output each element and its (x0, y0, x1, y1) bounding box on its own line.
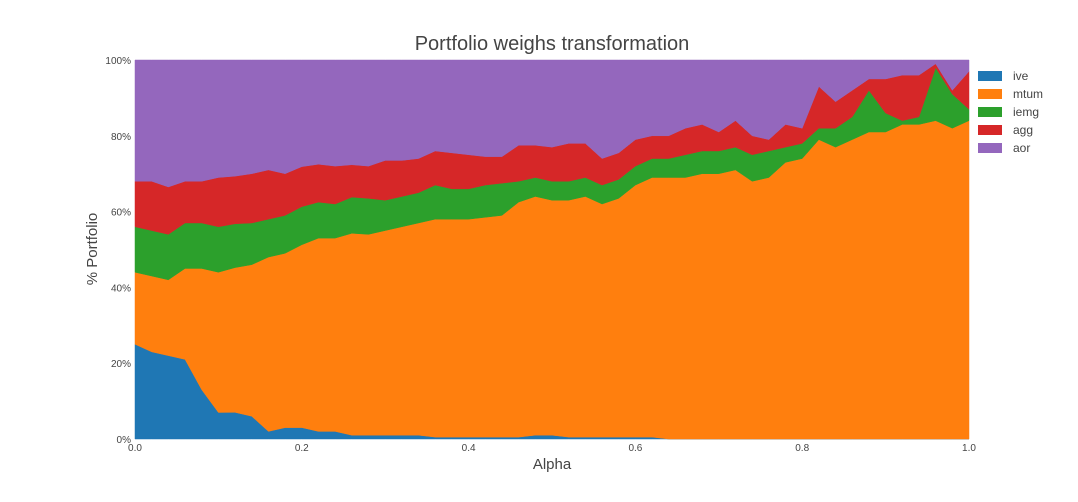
x-tick-label: 0.4 (462, 443, 476, 454)
x-tick-label: 1.0 (962, 443, 976, 454)
legend-swatch-agg[interactable] (978, 125, 1002, 135)
y-tick-label: 20% (111, 359, 131, 370)
legend-swatch-iemg[interactable] (978, 107, 1002, 117)
y-tick-label: 0% (117, 435, 132, 446)
x-tick-label: 0.0 (128, 443, 142, 454)
area-series-aor (134, 59, 970, 188)
legend-label-mtum[interactable]: mtum (1013, 87, 1043, 101)
y-tick-label: 80% (111, 132, 131, 143)
legend-label-ive[interactable]: ive (1013, 69, 1029, 83)
x-tick-label: 0.2 (295, 443, 309, 454)
chart-title: Portfolio weighs transformation (415, 33, 690, 55)
legend-label-iemg[interactable]: iemg (1013, 105, 1039, 119)
x-axis-ticks: 0.0 0.2 0.4 0.6 0.8 1.0 (128, 443, 976, 454)
legend-swatch-mtum[interactable] (978, 89, 1002, 99)
legend-label-agg[interactable]: agg (1013, 123, 1033, 137)
legend: ive mtum iemg agg aor (978, 69, 1043, 155)
y-tick-label: 100% (105, 56, 131, 67)
x-tick-label: 0.6 (628, 443, 642, 454)
y-axis-title: % Portfolio (84, 213, 101, 286)
x-tick-label: 0.8 (795, 443, 809, 454)
legend-label-aor[interactable]: aor (1013, 141, 1030, 155)
area-series-group (134, 59, 970, 440)
y-axis-ticks: 0% 20% 40% 60% 80% 100% (105, 56, 131, 446)
legend-swatch-ive[interactable] (978, 71, 1002, 81)
x-axis-title: Alpha (533, 456, 572, 473)
legend-swatch-aor[interactable] (978, 143, 1002, 153)
y-tick-label: 60% (111, 208, 131, 219)
y-tick-label: 40% (111, 283, 131, 294)
